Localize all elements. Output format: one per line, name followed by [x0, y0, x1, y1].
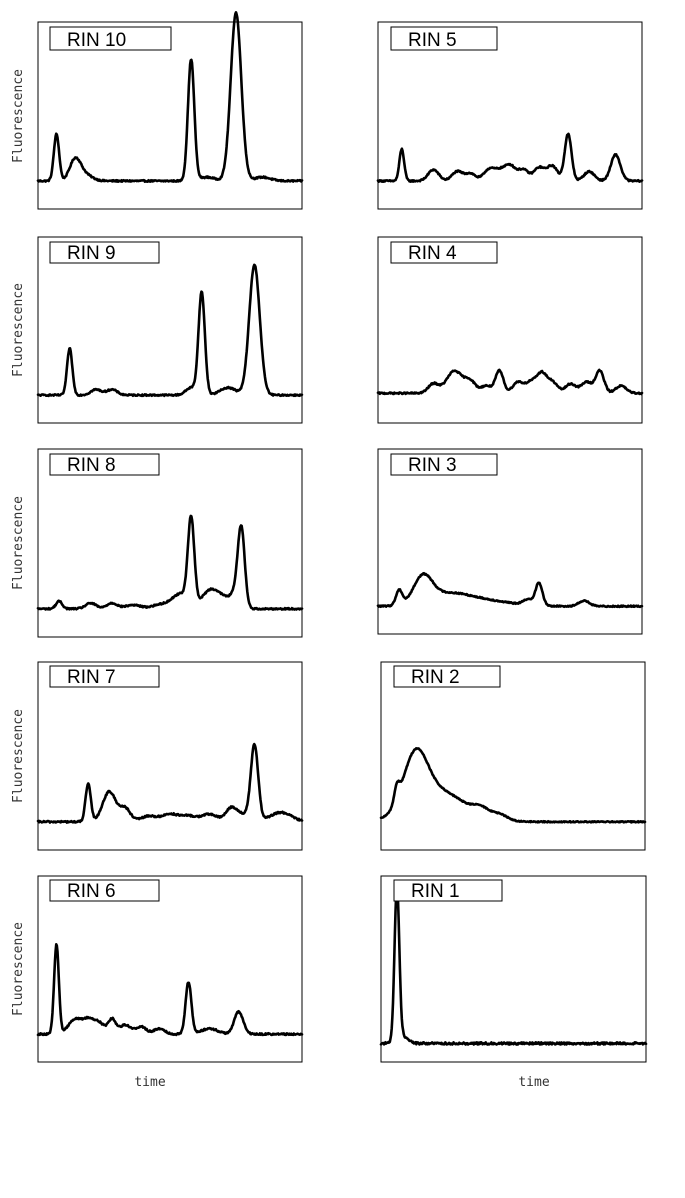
- panel-label-box: [49, 241, 160, 264]
- plot-frame: [37, 236, 303, 424]
- series-line: [36, 10, 304, 183]
- panel: RIN 7: [36, 661, 304, 851]
- series-line: [36, 263, 304, 398]
- series-line: [379, 747, 647, 824]
- panel: RIN 10: [36, 10, 304, 210]
- panel-label: RIN 8: [67, 455, 116, 476]
- panel-label: RIN 4: [408, 243, 457, 264]
- panel-label: RIN 9: [67, 243, 116, 264]
- plot-frame: [37, 448, 303, 638]
- x-axis-label: time: [134, 1075, 165, 1090]
- x-axis-label: time: [518, 1075, 549, 1090]
- panel-label-box: [49, 879, 160, 902]
- plot-frame: [37, 875, 303, 1063]
- series-line: [376, 368, 644, 396]
- panel-label-box: [390, 453, 498, 476]
- series-line: [379, 886, 648, 1046]
- panel: RIN 8: [36, 448, 304, 638]
- panel-label: RIN 1: [411, 881, 460, 902]
- plot-frame: [380, 875, 647, 1063]
- panel: RIN 1: [379, 875, 648, 1063]
- y-axis-label: Fluorescence: [11, 69, 26, 163]
- panel-label: RIN 7: [67, 667, 116, 688]
- panel-label-box: [49, 665, 160, 688]
- panel-label: RIN 2: [411, 667, 460, 688]
- panel: RIN 2: [379, 661, 647, 851]
- series-line: [36, 742, 304, 824]
- panel: RIN 5: [376, 21, 644, 210]
- y-axis-label: Fluorescence: [11, 283, 26, 377]
- series-line: [36, 514, 304, 611]
- panel-label: RIN 6: [67, 881, 116, 902]
- panel-label-box: [49, 26, 172, 51]
- series-line: [376, 571, 644, 609]
- series-line: [376, 132, 644, 183]
- plot-frame: [377, 236, 643, 424]
- panel: RIN 6: [36, 875, 304, 1063]
- panel-label: RIN 10: [67, 30, 126, 51]
- panel-label-box: [390, 26, 498, 51]
- series-line: [36, 943, 304, 1037]
- panel: RIN 9: [36, 236, 304, 424]
- panel-label-box: [393, 665, 501, 688]
- panel: RIN 3: [376, 448, 644, 635]
- panel-label-box: [49, 453, 160, 476]
- y-axis-label: Fluorescence: [11, 922, 26, 1016]
- panel-label-box: [393, 879, 503, 902]
- panel-label: RIN 3: [408, 455, 457, 476]
- panel-label-box: [390, 241, 498, 264]
- panel: RIN 4: [376, 236, 644, 424]
- panel-label: RIN 5: [408, 30, 457, 51]
- y-axis-label: Fluorescence: [11, 496, 26, 590]
- y-axis-label: Fluorescence: [11, 709, 26, 803]
